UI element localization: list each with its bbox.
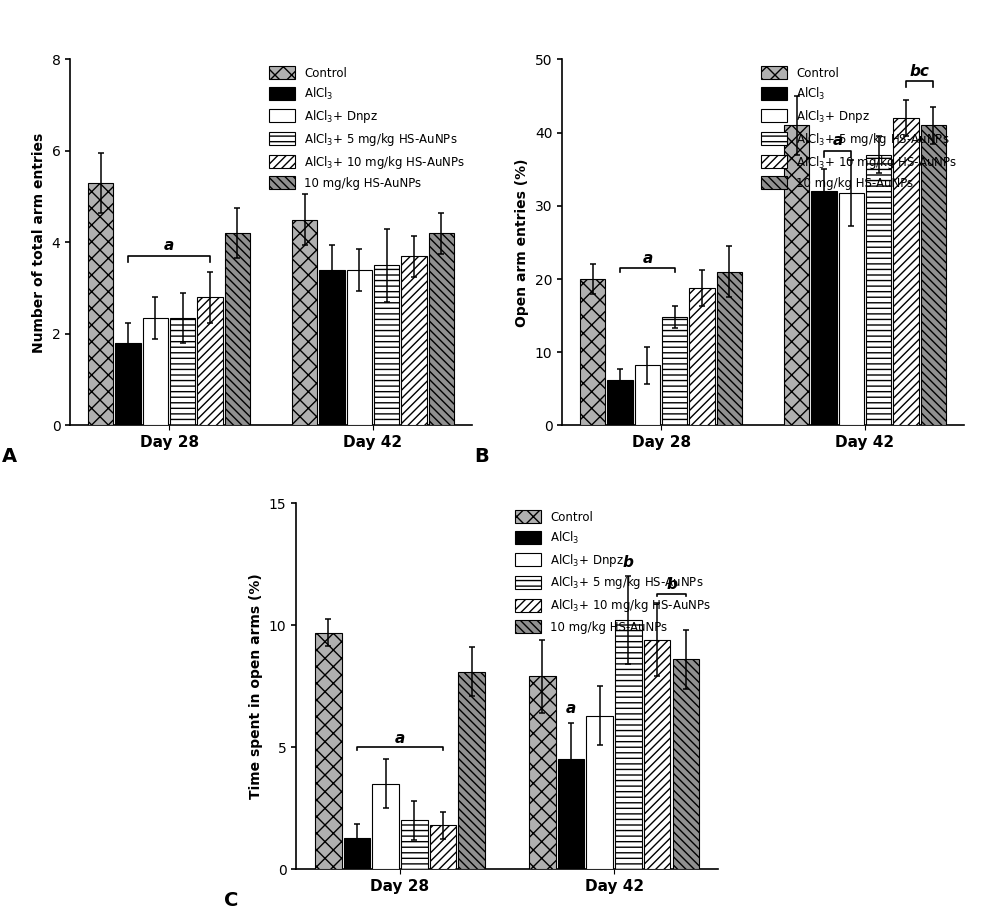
Text: b: b	[623, 555, 633, 570]
Bar	[810, 191, 835, 425]
Bar	[429, 825, 456, 869]
Bar	[458, 672, 484, 869]
Bar	[643, 640, 670, 869]
Text: a: a	[163, 239, 175, 253]
Bar	[346, 270, 372, 425]
Bar	[170, 318, 196, 425]
Bar	[401, 256, 426, 425]
Legend: Control, AlCl$_3$, AlCl$_3$+ Dnpz, AlCl$_3$+ 5 mg/kg HS-AuNPs, AlCl$_3$+ 10 mg/k: Control, AlCl$_3$, AlCl$_3$+ Dnpz, AlCl$…	[510, 505, 715, 639]
Text: a: a	[642, 251, 652, 266]
Bar	[557, 759, 584, 869]
Text: bc: bc	[909, 63, 929, 79]
Bar	[529, 676, 555, 869]
Bar	[783, 125, 808, 425]
Bar	[661, 318, 687, 425]
Bar	[672, 660, 698, 869]
Text: a: a	[831, 133, 842, 148]
Bar	[689, 288, 714, 425]
Bar	[866, 155, 891, 425]
Bar	[374, 265, 399, 425]
Bar	[319, 270, 344, 425]
Bar	[198, 297, 223, 425]
Text: b: b	[665, 577, 676, 592]
Bar	[315, 632, 341, 869]
Bar	[292, 220, 317, 425]
Bar	[716, 272, 741, 425]
Bar	[400, 821, 427, 869]
Y-axis label: Number of total arm entries: Number of total arm entries	[32, 133, 46, 352]
Bar	[115, 343, 140, 425]
Bar	[615, 620, 641, 869]
Y-axis label: Time spent in open arms (%): Time spent in open arms (%)	[249, 574, 263, 799]
Bar	[586, 716, 613, 869]
Text: a: a	[566, 701, 576, 716]
Legend: Control, AlCl$_3$, AlCl$_3$+ Dnpz, AlCl$_3$+ 5 mg/kg HS-AuNPs, AlCl$_3$+ 10 mg/k: Control, AlCl$_3$, AlCl$_3$+ Dnpz, AlCl$…	[264, 61, 469, 195]
Text: C: C	[225, 891, 239, 910]
Bar	[372, 784, 398, 869]
Bar	[580, 279, 605, 425]
Bar	[893, 118, 918, 425]
Bar	[428, 233, 453, 425]
Bar	[607, 380, 632, 425]
Bar	[343, 837, 370, 869]
Text: A: A	[2, 447, 17, 466]
Bar	[634, 365, 659, 425]
Legend: Control, AlCl$_3$, AlCl$_3$+ Dnpz, AlCl$_3$+ 5 mg/kg HS-AuNPs, AlCl$_3$+ 10 mg/k: Control, AlCl$_3$, AlCl$_3$+ Dnpz, AlCl$…	[755, 61, 961, 195]
Bar	[920, 125, 945, 425]
Text: a: a	[394, 731, 404, 746]
Bar	[225, 233, 250, 425]
Y-axis label: Open arm entries (%): Open arm entries (%)	[515, 158, 529, 327]
Bar	[142, 318, 168, 425]
Bar	[88, 183, 113, 425]
Text: B: B	[473, 447, 488, 466]
Bar	[838, 193, 864, 425]
